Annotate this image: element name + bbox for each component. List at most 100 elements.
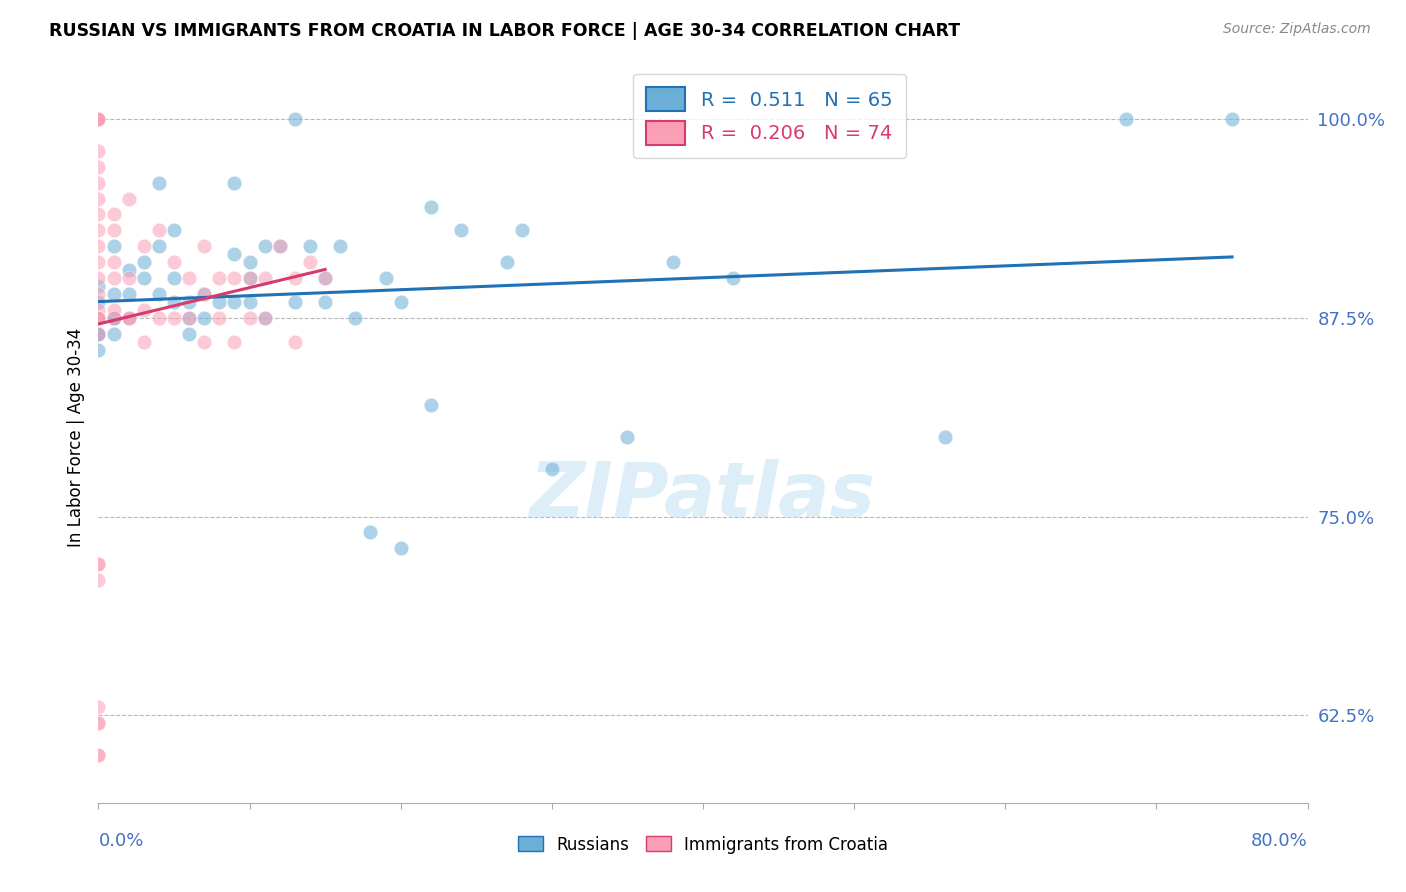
Point <box>314 294 336 309</box>
Point <box>510 223 533 237</box>
Point <box>87 223 110 237</box>
Point <box>103 310 125 325</box>
Point <box>87 279 110 293</box>
Point <box>87 310 110 325</box>
Point <box>450 223 472 237</box>
Point <box>118 310 141 325</box>
Point <box>420 200 443 214</box>
Point <box>193 287 215 301</box>
Text: Source: ZipAtlas.com: Source: ZipAtlas.com <box>1223 22 1371 37</box>
Point <box>284 294 307 309</box>
Point <box>87 239 110 253</box>
Point <box>87 558 110 572</box>
Point <box>132 334 155 349</box>
Point <box>540 462 562 476</box>
Point <box>661 255 683 269</box>
Point <box>118 263 141 277</box>
Text: ZIPatlas: ZIPatlas <box>530 458 876 533</box>
Point <box>389 294 412 309</box>
Point <box>269 239 291 253</box>
Point <box>148 287 170 301</box>
Point <box>239 310 262 325</box>
Point <box>87 343 110 357</box>
Point <box>299 239 322 253</box>
Point <box>87 112 110 126</box>
Point <box>87 716 110 731</box>
Point <box>299 255 322 269</box>
Point <box>284 334 307 349</box>
Point <box>103 310 125 325</box>
Point <box>193 310 215 325</box>
Point <box>87 271 110 285</box>
Point <box>179 310 201 325</box>
Point <box>118 192 141 206</box>
Point <box>239 271 262 285</box>
Point <box>87 573 110 587</box>
Point <box>253 310 276 325</box>
Point <box>87 112 110 126</box>
Point <box>148 176 170 190</box>
Point <box>87 294 110 309</box>
Point <box>87 112 110 126</box>
Point <box>224 294 246 309</box>
Point <box>87 310 110 325</box>
Point <box>87 112 110 126</box>
Point <box>208 294 231 309</box>
Point <box>87 144 110 158</box>
Point <box>87 192 110 206</box>
Point <box>163 310 186 325</box>
Point <box>87 287 110 301</box>
Point <box>103 223 125 237</box>
Point <box>495 255 517 269</box>
Point <box>87 302 110 317</box>
Point <box>103 207 125 221</box>
Point <box>723 271 745 285</box>
Point <box>374 271 396 285</box>
Point <box>118 271 141 285</box>
Point <box>934 430 956 444</box>
Point <box>269 239 291 253</box>
Point <box>284 112 307 126</box>
Point <box>179 294 201 309</box>
Point <box>314 271 336 285</box>
Point <box>193 334 215 349</box>
Point <box>87 748 110 763</box>
Point <box>1220 112 1243 126</box>
Point <box>87 255 110 269</box>
Point <box>87 207 110 221</box>
Legend: Russians, Immigrants from Croatia: Russians, Immigrants from Croatia <box>512 829 894 860</box>
Point <box>87 160 110 174</box>
Point <box>87 326 110 341</box>
Point <box>87 310 110 325</box>
Point <box>103 326 125 341</box>
Point <box>87 326 110 341</box>
Point <box>163 223 186 237</box>
Point <box>118 287 141 301</box>
Point <box>87 112 110 126</box>
Point <box>224 247 246 261</box>
Point <box>132 302 155 317</box>
Text: RUSSIAN VS IMMIGRANTS FROM CROATIA IN LABOR FORCE | AGE 30-34 CORRELATION CHART: RUSSIAN VS IMMIGRANTS FROM CROATIA IN LA… <box>49 22 960 40</box>
Point <box>193 287 215 301</box>
Point <box>239 294 262 309</box>
Point <box>239 255 262 269</box>
Y-axis label: In Labor Force | Age 30-34: In Labor Force | Age 30-34 <box>66 327 84 547</box>
Point <box>163 294 186 309</box>
Point <box>253 239 276 253</box>
Point <box>148 310 170 325</box>
Point <box>103 255 125 269</box>
Point <box>208 310 231 325</box>
Point <box>87 112 110 126</box>
Point <box>208 271 231 285</box>
Point <box>329 239 352 253</box>
Point <box>148 239 170 253</box>
Point <box>87 176 110 190</box>
Point <box>253 271 276 285</box>
Point <box>389 541 412 556</box>
Point <box>87 310 110 325</box>
Point <box>103 271 125 285</box>
Point <box>87 748 110 763</box>
Point <box>224 176 246 190</box>
Point <box>284 271 307 285</box>
Point <box>420 398 443 412</box>
